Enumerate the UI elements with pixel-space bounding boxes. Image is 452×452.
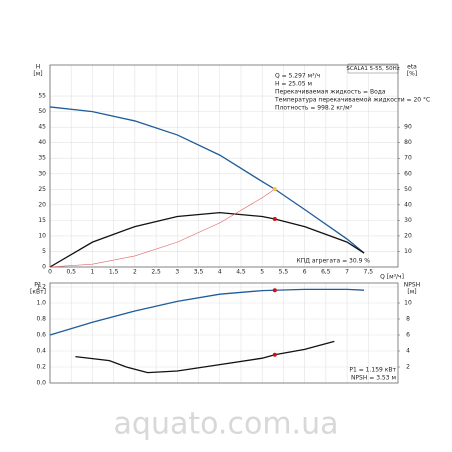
y-tick-label: 50: [38, 108, 46, 115]
y2-tick-label: 20: [404, 232, 412, 239]
x-tick-label: 0: [48, 269, 52, 276]
y2-tick-label: 2: [406, 364, 410, 371]
x-tick-label: 5,5: [279, 269, 289, 276]
y2-tick-label: 10: [404, 248, 412, 255]
y2-tick-label: 4: [406, 348, 410, 355]
y2-tick-label: 50: [404, 186, 412, 193]
x-tick-label: 3: [175, 269, 179, 276]
y-tick-label: 0.4: [36, 348, 46, 355]
y-tick-label: 30: [38, 170, 46, 177]
y-tick-label: 35: [38, 155, 46, 162]
duty-point: [272, 216, 277, 221]
y-tick-label: 0.2: [36, 364, 46, 371]
x-tick-label: 2: [133, 269, 137, 276]
watermark: aquato.com.ua: [114, 407, 339, 442]
y-tick-label: 45: [38, 124, 46, 131]
curve: [49, 106, 365, 254]
x-tick-label: 6,5: [321, 269, 331, 276]
x-tick-label: 4,5: [236, 269, 246, 276]
y-tick-label: 25: [38, 186, 46, 193]
y2-axis-label: [м]: [407, 289, 416, 296]
x-tick-label: 2,5: [151, 269, 161, 276]
curve: [49, 188, 275, 268]
y-tick-label: 1.0: [36, 300, 46, 307]
x-tick-label: 6: [303, 269, 307, 276]
efficiency-label: КПД агрегата = 30.9 %: [296, 258, 370, 265]
y-tick-label: 0: [42, 264, 46, 271]
duty-point: [272, 288, 277, 293]
x-tick-label: 1: [91, 269, 95, 276]
info-line: Q = 5.297 м³/ч: [275, 73, 320, 80]
y2-tick-label: 70: [404, 155, 412, 162]
x-tick-label: 7: [345, 269, 349, 276]
x-tick-label: 3,5: [194, 269, 204, 276]
y-tick-label: 0.8: [36, 316, 46, 323]
y2-tick-label: 8: [406, 316, 410, 323]
curve: [75, 340, 335, 374]
curve: [49, 211, 365, 268]
x-tick-label: 5: [260, 269, 264, 276]
y-tick-label: 0.0: [36, 380, 46, 387]
info-line: Плотность = 998.2 кг/м³: [275, 105, 353, 112]
x-tick-label: 4: [218, 269, 222, 276]
y-axis-label: P1: [34, 282, 42, 289]
y2-axis-label: еta: [407, 64, 417, 71]
duty-point: [272, 352, 277, 357]
y2-tick-label: 6: [406, 332, 410, 339]
model-label: SCALA1 5-55, 50Hz: [346, 66, 399, 72]
y-tick-label: 10: [38, 232, 46, 239]
info-line: H = 25.05 м: [275, 81, 312, 88]
plot-frame: [49, 282, 399, 384]
x-tick-label: 7,5: [364, 269, 374, 276]
y-axis-label: [кВт]: [30, 289, 46, 296]
info-line: Температура перекачиваемой жидкости = 20…: [274, 97, 430, 104]
y-tick-label: 55: [38, 93, 46, 100]
x-tick-label: 1,5: [109, 269, 119, 276]
curve: [49, 288, 365, 336]
info-line: Перекачиваемая жидкость = Вода: [275, 89, 386, 96]
y2-tick-label: 90: [404, 124, 412, 131]
y-tick-label: 15: [38, 217, 46, 224]
y2-tick-label: 30: [404, 217, 412, 224]
duty-point: [272, 187, 277, 192]
y-axis-label: [м]: [33, 71, 42, 78]
x-tick-label: 0,5: [66, 269, 76, 276]
y-tick-label: 20: [38, 201, 46, 208]
y-tick-label: 0.6: [36, 332, 46, 339]
x-axis-label: Q [м³/ч]: [380, 274, 404, 281]
y-tick-label: 40: [38, 139, 46, 146]
y2-tick-label: 40: [404, 201, 412, 208]
y-tick-label: 1.2: [36, 284, 46, 291]
y2-tick-label: 60: [404, 170, 412, 177]
y2-axis-label: [%]: [407, 71, 417, 78]
y-tick-label: 5: [42, 248, 46, 255]
y2-tick-label: 10: [404, 300, 412, 307]
info-line: P1 = 1.159 кВт: [349, 367, 396, 374]
y2-tick-label: 80: [404, 139, 412, 146]
y2-axis-label: NPSH: [404, 282, 420, 289]
plot-frame: [49, 64, 399, 268]
info-line: NPSH = 3.53 м: [351, 375, 396, 382]
y-axis-label: H: [36, 64, 41, 71]
